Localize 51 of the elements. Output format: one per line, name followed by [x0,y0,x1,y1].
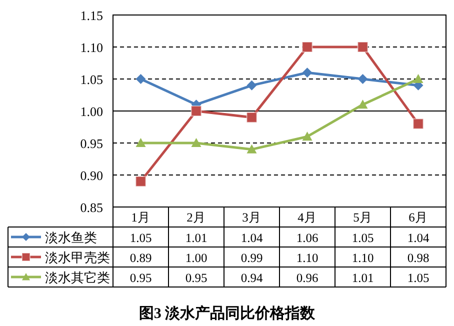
data-label: 0.95 [130,271,152,285]
data-label: 0.96 [296,271,318,285]
legend-label: 淡水甲壳类 [45,250,110,265]
point [358,100,368,109]
data-label: 0.95 [185,271,208,285]
data-label: 0.99 [240,251,263,265]
x-tick-label: 2月 [186,210,206,224]
data-label: 1.06 [296,231,318,245]
point [302,42,313,52]
point [136,74,146,84]
x-tick-label: 6月 [408,210,428,224]
data-label: 1.05 [407,271,430,285]
data-label: 1.05 [352,231,374,245]
data-label: 1.04 [407,231,430,245]
data-label: 1.00 [185,251,208,265]
point [135,176,146,187]
x-tick-label: 4月 [298,210,317,224]
text: 图3 淡水产品同比价格指数 [138,305,316,322]
x-tick-label: 3月 [242,210,262,224]
y-tick-label: 0.85 [80,200,103,215]
point [302,68,312,78]
data-label: 0.94 [240,271,264,285]
y-tick-label: 1.00 [80,104,103,119]
data-label: 1.10 [352,251,374,265]
point [191,138,202,147]
legend-label: 淡水其它类 [45,270,110,285]
data-label: 0.98 [407,251,430,265]
point [357,42,368,52]
y-tick-label: 0.95 [80,136,103,151]
point [246,80,257,90]
y-tick-label: 0.90 [80,168,103,183]
y-tick-label: 1.05 [80,72,103,87]
x-tick-label: 5月 [353,210,372,224]
point [412,118,424,130]
point [302,132,312,141]
data-label: 1.04 [240,231,264,245]
point [136,138,146,147]
data-label: 1.01 [185,231,208,245]
point [413,74,424,83]
point [358,74,368,84]
data-label: 0.89 [130,251,152,265]
data-label: 1.10 [296,251,318,265]
y-tick-label: 1.15 [80,8,103,23]
x-tick-label: 1月 [131,210,150,224]
data-label: 1.01 [352,271,374,285]
legend-label: 淡水鱼类 [45,230,97,245]
point [246,144,257,154]
data-label: 1.05 [130,231,152,245]
y-tick-label: 1.10 [80,40,103,55]
point [190,106,202,116]
point [246,112,258,123]
